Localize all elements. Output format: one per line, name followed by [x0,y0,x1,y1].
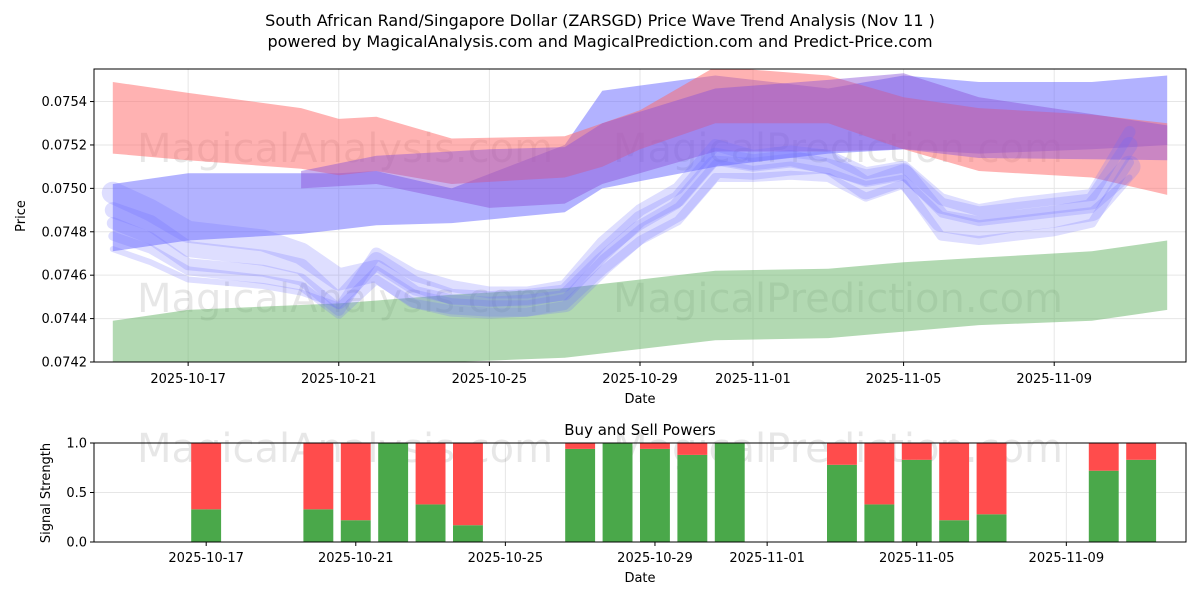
signal-x-tick-label: 2025-10-21 [318,551,394,566]
sell-bar [677,443,708,455]
price-x-tick-label: 2025-10-21 [301,372,377,387]
signal-x-ticks: 2025-10-17 2025-10-21 2025-10-25 2025-10-29… [168,542,1104,566]
wave-path [108,157,1134,319]
signal-y-tick-label: 0.5 [66,486,87,501]
price-x-tick-label: 2025-11-01 [715,372,791,387]
buy-bar [453,525,483,542]
buy-bar [939,520,970,542]
sell-bar [565,443,596,449]
signal-panel-title: Buy and Sell Powers [564,421,716,439]
buy-bar [640,448,670,542]
purple-band [301,73,1168,208]
price-x-tick-label: 2025-11-05 [866,372,942,387]
sell-bar [1126,443,1157,460]
price-x-tick-label: 2025-10-17 [150,372,226,387]
buy-bar [303,509,334,542]
chart-title-line2: powered by MagicalAnalysis.com and Magic… [267,32,932,51]
buy-bar [1088,470,1119,542]
signal-x-tick-label: 2025-11-01 [729,551,805,566]
buy-bar [864,504,895,542]
signal-y-tick-label: 1.0 [66,437,87,452]
price-waves [101,125,1141,319]
red-band [112,69,1168,195]
sell-bar [415,443,446,505]
price-y-tick-label: 0.0746 [42,269,88,284]
buy-bar [565,448,596,542]
sell-bar [1088,443,1119,471]
price-panel: MagicalAnalysis.com MagicalPrediction.co… [14,68,1187,407]
buy-bar [1126,459,1157,542]
sell-bar [340,443,371,521]
chart-title-line1: South African Rand/Singapore Dollar (ZAR… [265,11,935,30]
price-x-ticks: 2025-10-17 2025-10-21 2025-10-25 2025-10-29… [150,362,1092,387]
buy-bar [415,504,446,542]
sell-bar [864,443,895,505]
buy-bar [378,443,409,542]
sell-bar [303,443,334,510]
buy-bar [714,443,745,542]
signal-x-tick-label: 2025-11-09 [1029,551,1105,566]
signal-x-tick-label: 2025-11-05 [879,551,955,566]
wave-path [109,159,1133,309]
signal-x-tick-label: 2025-10-25 [468,551,544,566]
wave-path [104,137,1138,310]
price-y-tick-label: 0.0748 [42,225,88,240]
price-y-tick-label: 0.0742 [42,356,88,371]
price-x-tick-label: 2025-11-09 [1016,372,1092,387]
wave-path [101,151,1141,319]
signal-x-tick-label: 2025-10-29 [617,551,693,566]
price-y-ticks: 0.0742 0.0744 0.0746 0.0748 0.0750 0.0752 0.07… [42,95,94,371]
buy-bar [340,520,371,542]
signal-y-tick-label: 0.0 [66,536,87,551]
price-y-label: Price [14,200,29,232]
sell-bar [976,443,1007,515]
price-y-tick-label: 0.0744 [42,312,88,327]
buy-bar [976,514,1007,542]
price-x-label: Date [624,392,655,407]
sell-bar [453,443,483,526]
signal-y-ticks: 0.0 0.5 1.0 [66,437,94,551]
buy-bar [677,454,708,542]
green-band [112,240,1168,362]
signal-x-tick-label: 2025-10-17 [168,551,244,566]
signal-panel: Buy and Sell Powers MagicalAnalysis.com … [39,421,1187,586]
price-x-tick-label: 2025-10-29 [602,372,678,387]
buy-bar [191,509,222,542]
price-y-tick-label: 0.0752 [42,138,88,153]
wave-path [106,125,1136,316]
buy-bar [827,464,857,542]
price-y-tick-label: 0.0754 [42,95,88,110]
sell-bar [191,443,222,510]
signal-bars [191,443,1157,542]
sell-bar [901,443,932,460]
sell-bar [640,443,670,449]
price-y-tick-label: 0.0750 [42,182,88,197]
sell-bar [939,443,970,521]
buy-bar [901,459,932,542]
sell-bar [827,443,857,465]
price-x-tick-label: 2025-10-25 [452,372,528,387]
price-bands [112,69,1168,362]
buy-bar [602,443,633,542]
signal-y-label: Signal Strength [39,443,54,543]
signal-x-label: Date [624,571,655,586]
